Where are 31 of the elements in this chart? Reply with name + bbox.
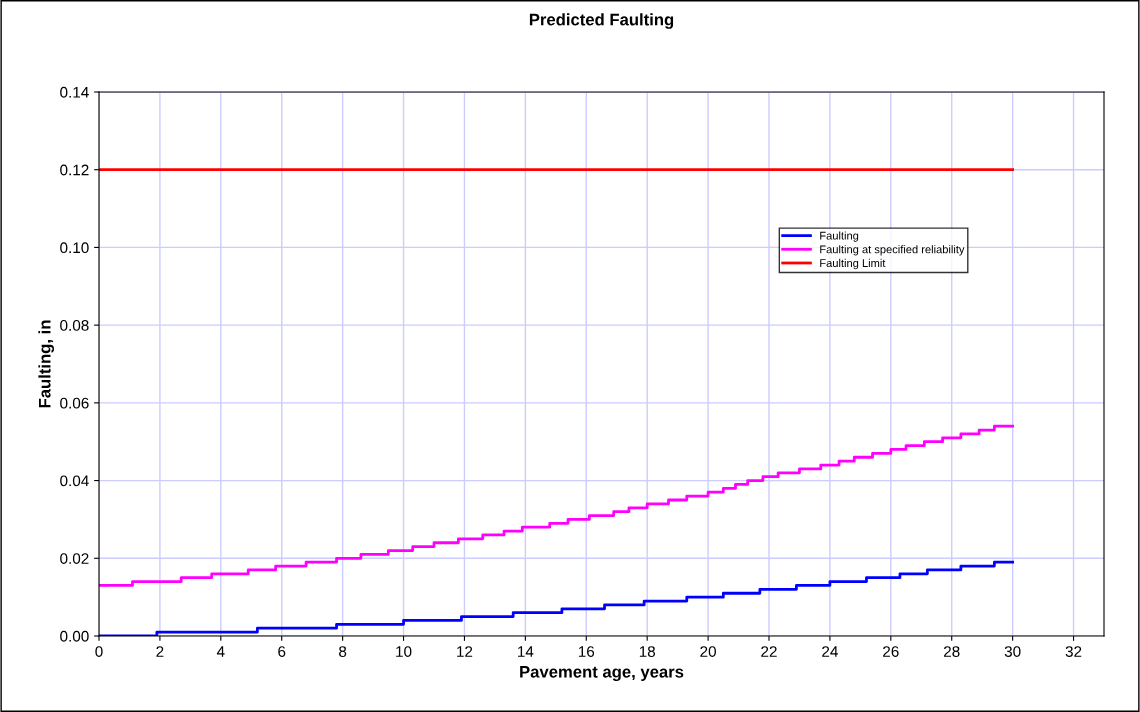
y-axis-title: Faulting, in (38, 320, 54, 408)
x-tick-label: 16 (578, 646, 595, 657)
x-tick-label: 26 (883, 646, 899, 657)
y-tick-label: 0.10 (60, 242, 89, 254)
x-tick-label: 18 (639, 646, 656, 657)
y-tick-label: 0.14 (60, 86, 89, 98)
x-tick-label: 32 (1065, 646, 1082, 657)
y-tick-label: 0.00 (60, 630, 89, 642)
x-tick-label: 4 (216, 646, 225, 657)
x-tick-label: 10 (396, 646, 412, 657)
legend-label: Faulting at specified reliability (820, 245, 965, 256)
chart-title: Predicted Faulting (529, 13, 674, 29)
x-tick-label: 24 (822, 646, 838, 657)
y-tick-label: 0.06 (60, 397, 89, 409)
y-tick-label: 0.02 (60, 553, 89, 564)
x-tick-label: 14 (518, 646, 534, 657)
x-tick-label: 12 (457, 646, 473, 657)
legend-label: Faulting (820, 231, 859, 242)
x-tick-label: 6 (278, 646, 286, 657)
x-tick-label: 28 (944, 646, 960, 657)
y-tick-label: 0.12 (60, 164, 89, 176)
y-tick-label: 0.04 (60, 475, 89, 487)
y-tick-label: 0.08 (60, 320, 89, 331)
x-tick-label: 2 (156, 646, 164, 657)
x-axis-title: Pavement age, years (520, 666, 684, 682)
x-tick-label: 22 (761, 646, 777, 657)
x-tick-label: 30 (1004, 646, 1021, 657)
x-tick-label: 8 (339, 646, 347, 657)
x-tick-label: 0 (95, 646, 103, 657)
x-tick-label: 20 (700, 646, 716, 657)
legend-label: Faulting Limit (820, 258, 886, 270)
